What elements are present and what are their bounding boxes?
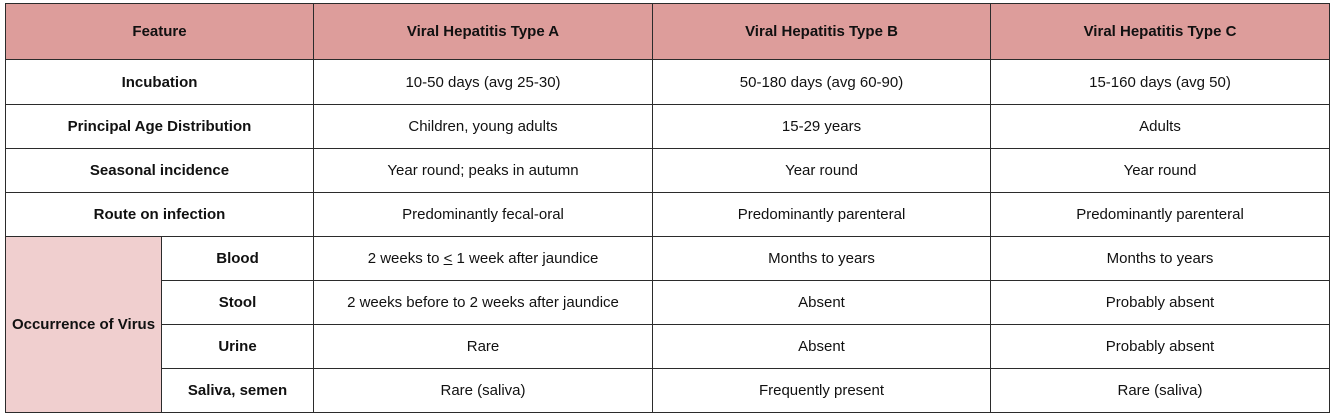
cell-type-a: Children, young adults (313, 104, 653, 149)
hepatitis-comparison-table: Feature Viral Hepatitis Type A Viral Hep… (5, 3, 1330, 413)
table-row: Route on infection Predominantly fecal-o… (5, 192, 1330, 237)
cell-type-b: 15-29 years (652, 104, 991, 149)
cell-type-c: Months to years (990, 236, 1330, 281)
row-label-age-distribution: Principal Age Distribution (5, 104, 314, 149)
cell-type-b: Predominantly parenteral (652, 192, 991, 237)
table-row: Seasonal incidence Year round; peaks in … (5, 148, 1330, 193)
table-row: Incubation 10-50 days (avg 25-30) 50-180… (5, 59, 1330, 105)
table-row: Principal Age Distribution Children, you… (5, 104, 1330, 149)
cell-type-a: Rare (313, 324, 653, 369)
group-label-occurrence: Occurrence of Virus (5, 236, 162, 413)
cell-type-c: Probably absent (990, 280, 1330, 325)
sub-label-blood: Blood (161, 236, 314, 281)
cell-type-b: Absent (652, 324, 991, 369)
cell-type-b: Absent (652, 280, 991, 325)
cell-type-b: Months to years (652, 236, 991, 281)
cell-type-a: Year round; peaks in autumn (313, 148, 653, 193)
cell-type-c: Predominantly parenteral (990, 192, 1330, 237)
blood-a-after: 1 week after jaundice (452, 250, 599, 267)
table-row: Occurrence of Virus Blood 2 weeks to < 1… (5, 236, 1330, 413)
header-row: Feature Viral Hepatitis Type A Viral Hep… (5, 3, 1330, 60)
header-type-a: Viral Hepatitis Type A (313, 3, 653, 60)
table-row: Urine Rare Absent Probably absent (6, 324, 1330, 369)
cell-type-a: 2 weeks before to 2 weeks after jaundice (313, 280, 653, 325)
row-label-route: Route on infection (5, 192, 314, 237)
header-type-c: Viral Hepatitis Type C (990, 3, 1330, 60)
blood-a-before: 2 weeks to (367, 250, 444, 267)
sub-label-stool: Stool (161, 280, 314, 325)
cell-type-c: Probably absent (990, 324, 1330, 369)
sub-label-urine: Urine (161, 324, 314, 369)
cell-type-a: 10-50 days (avg 25-30) (313, 59, 653, 105)
cell-type-c: Adults (990, 104, 1330, 149)
row-label-seasonal-incidence: Seasonal incidence (5, 148, 314, 193)
header-type-b: Viral Hepatitis Type B (652, 3, 991, 60)
row-label-incubation: Incubation (5, 59, 314, 105)
header-feature: Feature (5, 3, 314, 60)
cell-type-c: Year round (990, 148, 1330, 193)
cell-type-a: Predominantly fecal-oral (313, 192, 653, 237)
less-equal-symbol: < (443, 250, 453, 267)
cell-type-a: 2 weeks to < 1 week after jaundice (313, 236, 653, 281)
table-row: Stool 2 weeks before to 2 weeks after ja… (6, 280, 1330, 325)
cell-type-c: 15-160 days (avg 50) (990, 59, 1330, 105)
cell-type-b: Year round (652, 148, 991, 193)
cell-type-b: 50-180 days (avg 60-90) (652, 59, 991, 105)
